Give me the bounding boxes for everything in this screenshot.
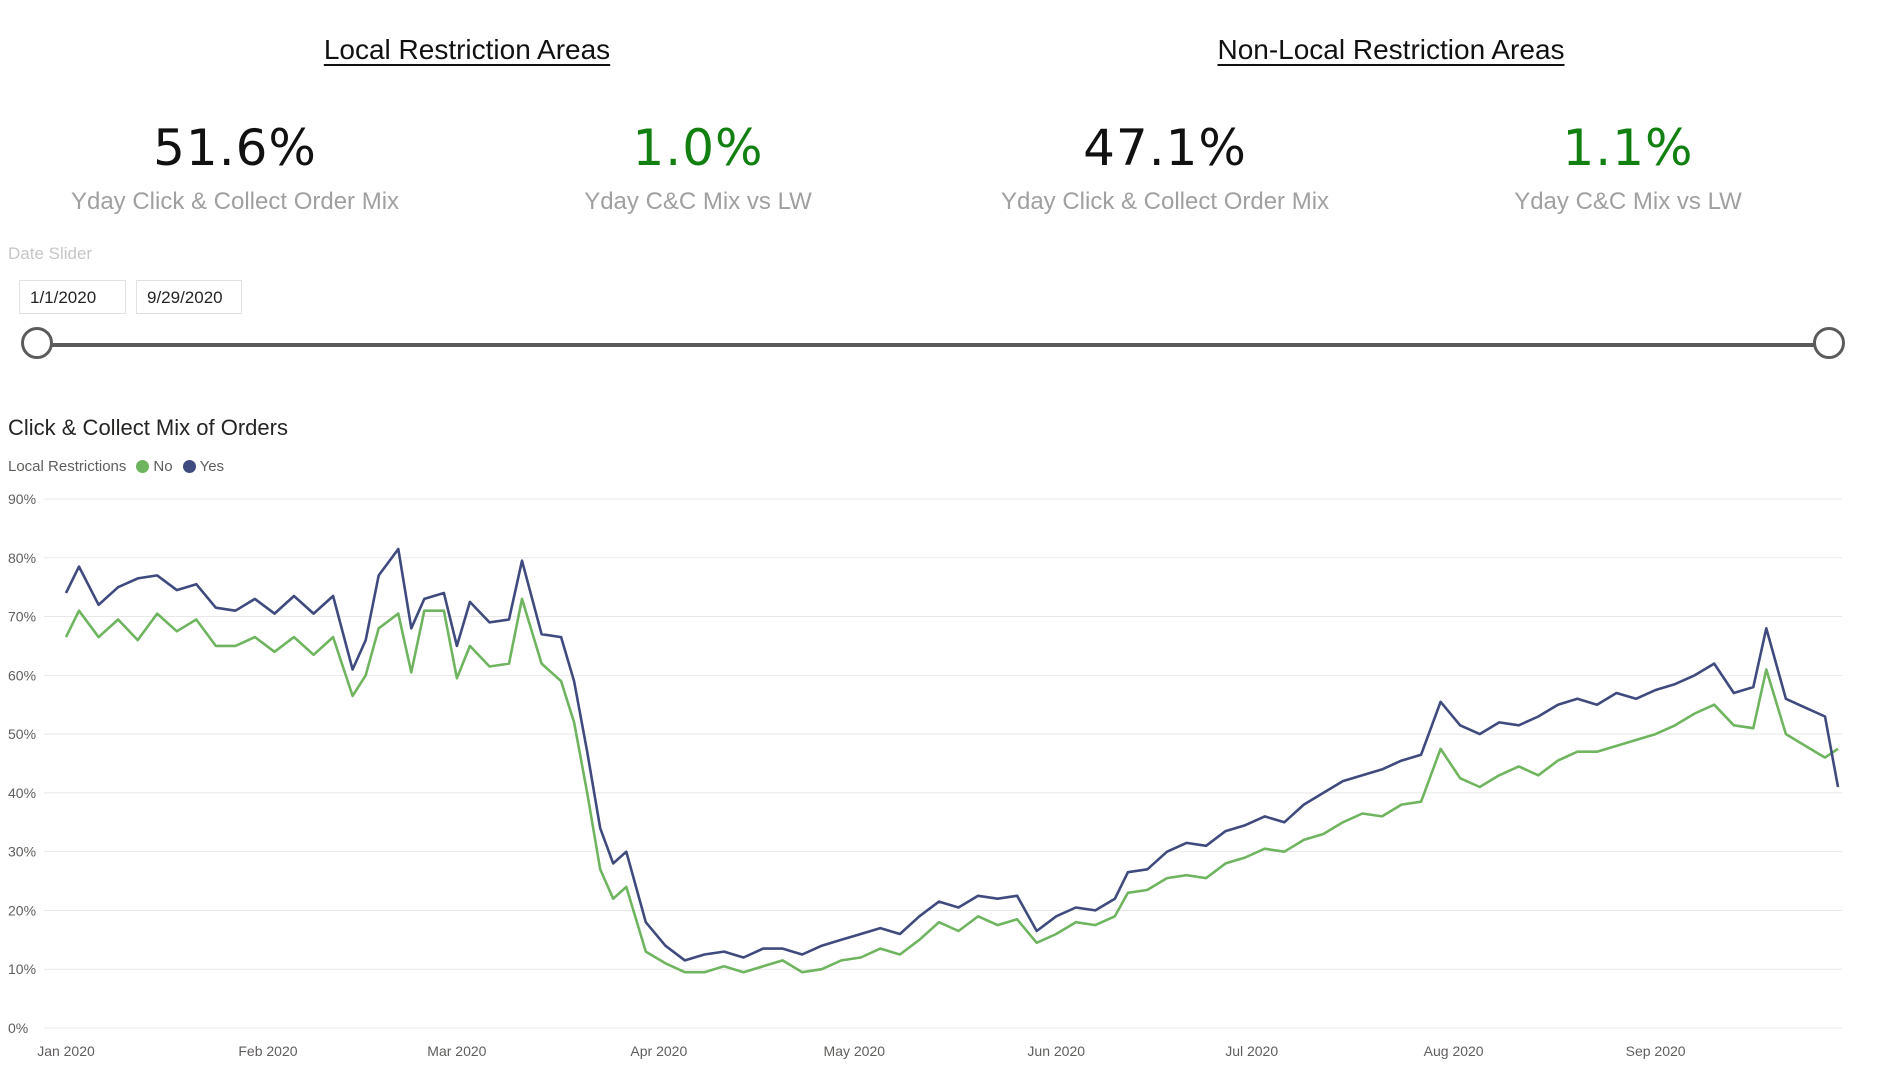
start-date-input[interactable]: 1/1/2020 bbox=[19, 280, 126, 314]
legend-marker-yes bbox=[182, 460, 196, 473]
y-tick-label: 0% bbox=[8, 1020, 28, 1036]
legend-label-no: No bbox=[153, 458, 173, 475]
date-slider-start-handle[interactable] bbox=[21, 327, 53, 359]
y-tick-label: 20% bbox=[8, 902, 36, 918]
x-tick-label: Jul 2020 bbox=[1225, 1043, 1278, 1059]
end-date-input[interactable]: 9/29/2020 bbox=[136, 280, 242, 314]
kpi-value: 1.0% bbox=[632, 119, 764, 177]
x-tick-label: Jan 2020 bbox=[37, 1043, 95, 1059]
legend-item-yes[interactable]: Yes bbox=[173, 458, 224, 475]
x-tick-label: Jun 2020 bbox=[1027, 1043, 1085, 1059]
date-slider-end-handle[interactable] bbox=[1813, 327, 1845, 359]
kpi-label: Yday C&C Mix vs LW bbox=[584, 188, 812, 215]
kpi-local-mix-vs-lw: 1.0% Yday C&C Mix vs LW bbox=[584, 118, 812, 216]
y-tick-label: 90% bbox=[8, 491, 36, 507]
section-title-local: Local Restriction Areas bbox=[323, 34, 611, 65]
legend-title: Local Restrictions bbox=[8, 458, 127, 475]
chart-title: Click & Collect Mix of Orders bbox=[8, 415, 288, 440]
line-chart[interactable]: 0% 10% 20% 30% 40% 50% 60% 70% 80% 90% Jan 2020 Fe… bbox=[0, 480, 1893, 1076]
x-tick-label: Sep 2020 bbox=[1626, 1043, 1686, 1059]
section-title-non-local: Non-Local Restriction Areas bbox=[1217, 34, 1565, 65]
x-tick-label: Aug 2020 bbox=[1424, 1043, 1484, 1059]
kpi-label: Yday Click & Collect Order Mix bbox=[1000, 188, 1330, 215]
y-tick-label: 70% bbox=[8, 609, 36, 625]
chart-gridlines bbox=[44, 498, 1842, 1029]
x-axis: Jan 2020 Feb 2020 Mar 2020 Apr 2020 May 2020… bbox=[37, 1043, 1686, 1059]
x-tick-label: Apr 2020 bbox=[630, 1043, 687, 1059]
date-slider-title: Date Slider bbox=[8, 244, 93, 263]
x-tick-label: Feb 2020 bbox=[238, 1043, 297, 1059]
y-tick-label: 40% bbox=[8, 785, 36, 801]
y-tick-label: 10% bbox=[8, 961, 36, 977]
x-tick-label: Mar 2020 bbox=[427, 1043, 486, 1059]
y-axis: 0% 10% 20% 30% 40% 50% 60% 70% 80% 90% bbox=[8, 491, 36, 1036]
y-tick-label: 80% bbox=[8, 550, 36, 566]
kpi-non-local-order-mix: 47.1% Yday Click & Collect Order Mix bbox=[1001, 118, 1329, 216]
chart-legend: Local Restrictions No Yes bbox=[8, 458, 224, 475]
legend-label-yes: Yes bbox=[199, 458, 225, 475]
kpi-local-order-mix: 51.6% Yday Click & Collect Order Mix bbox=[71, 118, 399, 216]
chart-series bbox=[64, 547, 1840, 974]
kpi-non-local-mix-vs-lw: 1.1% Yday C&C Mix vs LW bbox=[1514, 118, 1742, 216]
y-tick-label: 30% bbox=[8, 844, 36, 860]
legend-marker-no bbox=[136, 460, 150, 473]
date-slider-track[interactable] bbox=[38, 343, 1830, 347]
x-tick-label: May 2020 bbox=[824, 1043, 886, 1059]
series-line-no[interactable] bbox=[64, 597, 1839, 974]
kpi-value: 47.1% bbox=[1083, 119, 1247, 177]
y-tick-label: 60% bbox=[8, 667, 36, 683]
legend-item-no[interactable]: No bbox=[126, 458, 173, 475]
kpi-value: 51.6% bbox=[153, 119, 317, 177]
kpi-value: 1.1% bbox=[1562, 119, 1694, 177]
series-line-yes[interactable] bbox=[64, 547, 1840, 962]
kpi-label: Yday C&C Mix vs LW bbox=[1514, 188, 1742, 215]
y-tick-label: 50% bbox=[8, 726, 36, 742]
kpi-label: Yday Click & Collect Order Mix bbox=[70, 188, 400, 215]
